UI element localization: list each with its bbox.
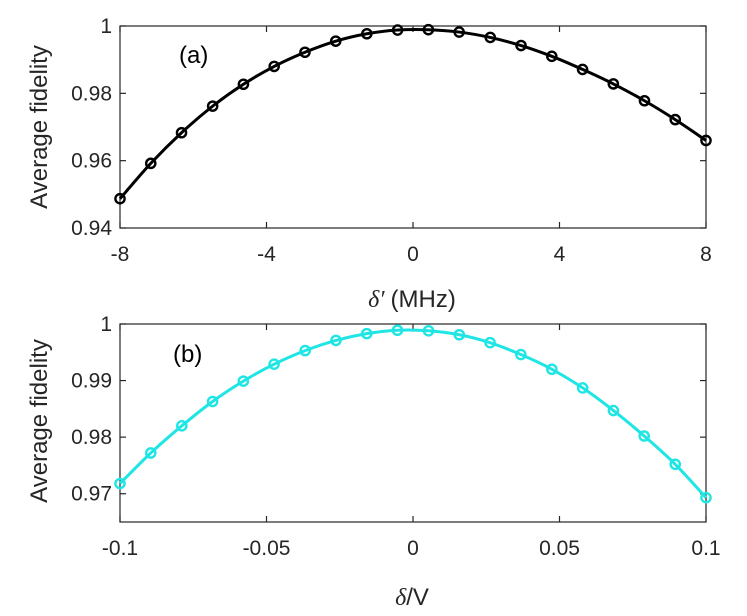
panel-b-ytick-label: 0.97 bbox=[71, 483, 112, 506]
panel-a-data-point bbox=[391, 24, 404, 36]
panel-b-ylabel: Average fidelity bbox=[26, 339, 53, 503]
panel-b-data-point bbox=[206, 395, 219, 408]
panel-a-data-point bbox=[268, 60, 280, 73]
panel-b-data-point bbox=[546, 363, 558, 376]
panel-a-xtick-label: 0 bbox=[407, 243, 419, 266]
panel-a-data-point bbox=[175, 126, 188, 139]
panel-a-xtick-label: 8 bbox=[700, 243, 712, 266]
panel-b-data-point bbox=[576, 382, 589, 394]
panel-b-xlabel: δ/V bbox=[395, 584, 429, 611]
panel-a-xlabel: δ′ (MHz) bbox=[368, 286, 456, 313]
panel-b-data-point bbox=[114, 477, 126, 490]
panel-b-ytick-label: 0.98 bbox=[71, 426, 112, 449]
panel-a-data-point bbox=[422, 23, 435, 36]
panel-b-series-line bbox=[118, 328, 708, 499]
panel-a-data-point bbox=[361, 27, 373, 40]
panel-a: Average fidelity δ′ (MHz) (a) -8 -4 0 4 8 0.94… bbox=[26, 15, 712, 313]
panel-a-data-point bbox=[114, 192, 126, 205]
panel-a-series-line bbox=[118, 27, 707, 200]
panel-b-data-point bbox=[638, 430, 650, 442]
panel-b-ytick-label: 0.99 bbox=[71, 370, 112, 393]
panel-a-data-point bbox=[607, 78, 620, 90]
panel-b-data-point bbox=[299, 344, 311, 357]
panel-a-data-point bbox=[206, 100, 219, 112]
panel-a-data-point bbox=[546, 50, 558, 63]
panel-b-data-point bbox=[360, 327, 373, 340]
panel-a-data-point bbox=[144, 157, 157, 170]
panel-b-data-point bbox=[176, 420, 188, 432]
panel-a-tag: (a) bbox=[179, 42, 208, 69]
panel-a-data-point bbox=[638, 94, 651, 107]
panel-a-data-point bbox=[576, 63, 589, 76]
panel-a-xtick-label: -4 bbox=[257, 243, 276, 266]
panel-b-data-point bbox=[484, 336, 496, 349]
panel-b-data-point bbox=[144, 447, 157, 459]
panel-b-data-point bbox=[515, 348, 527, 361]
panel-b-xtick-label: -0.05 bbox=[243, 537, 291, 560]
panel-a-xtick-label: -8 bbox=[111, 243, 130, 266]
panel-b: Average fidelity δ/V (b) -0.1 -0.05 0 0.05 0… bbox=[26, 313, 721, 611]
panel-b-xtick-label: 0.1 bbox=[691, 537, 720, 560]
panel-a-ytick-label: 0.94 bbox=[71, 217, 112, 240]
panel-a-data-point bbox=[329, 35, 342, 47]
panel-b-tag: (b) bbox=[173, 341, 202, 368]
panel-b-data-point bbox=[391, 324, 404, 337]
panel-b-data-point bbox=[422, 324, 435, 337]
panel-a-xtick-label: 4 bbox=[554, 243, 566, 266]
panel-a-data-point bbox=[515, 39, 527, 52]
panel-a-ytick-label: 0.96 bbox=[71, 150, 112, 173]
panel-b-data-point bbox=[453, 328, 466, 341]
panel-b-xtick-label: 0.05 bbox=[539, 537, 580, 560]
panel-b-data-point bbox=[607, 404, 620, 417]
panel-b-data-point bbox=[330, 334, 342, 347]
panel-b-xtick-label: -0.1 bbox=[102, 537, 138, 560]
panel-b-data-point bbox=[669, 458, 682, 471]
panel-b-data-point bbox=[237, 375, 250, 387]
panel-b-xtick-label: 0 bbox=[407, 537, 419, 560]
panel-a-ytick-label: 1 bbox=[100, 15, 112, 38]
panel-b-ytick-label: 1 bbox=[100, 313, 112, 336]
panel-b-data-point bbox=[700, 491, 712, 504]
panel-a-data-point bbox=[453, 26, 465, 38]
panel-a-ylabel: Average fidelity bbox=[26, 45, 53, 209]
panel-b-data-point bbox=[268, 358, 280, 370]
panel-a-data-point bbox=[237, 78, 250, 91]
panel-a-data-point bbox=[700, 134, 712, 147]
panel-a-data-point bbox=[669, 113, 682, 126]
panel-a-data-point bbox=[299, 46, 311, 59]
panel-a-data-point bbox=[484, 31, 497, 44]
panel-a-ytick-label: 0.98 bbox=[71, 82, 112, 105]
